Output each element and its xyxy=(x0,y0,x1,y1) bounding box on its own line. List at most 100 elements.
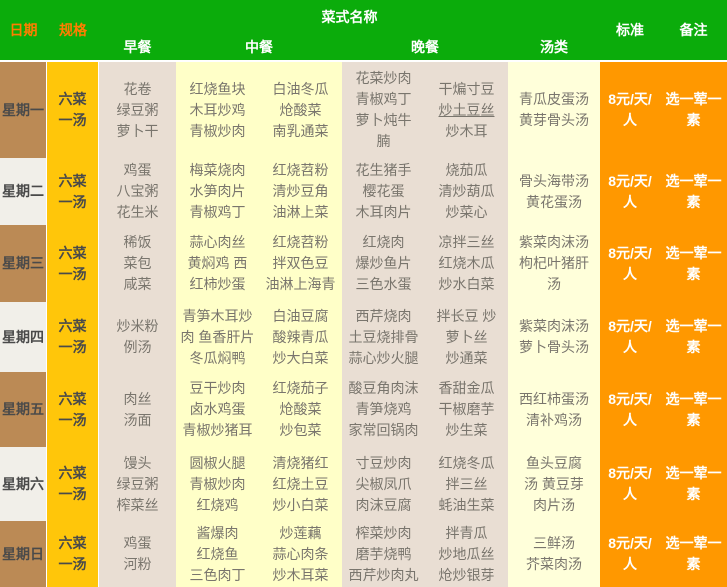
lunch-cell-2-line: 油淋上菜 xyxy=(272,204,329,220)
standard-cell: 8元/天/人 xyxy=(600,225,660,302)
spec-cell: 六菜 一汤 xyxy=(47,447,99,521)
dinner-cell-1-line: 萝卜炖牛 xyxy=(355,112,412,128)
dinner-cell-2-line: 凉拌三丝 xyxy=(438,234,495,250)
soup-cell-line: 紫菜肉沫汤 xyxy=(519,234,589,250)
lunch-cell-2: 红烧苕粉拌双色豆油淋上海青 xyxy=(259,225,342,302)
spec-cell-line: 一汤 xyxy=(58,112,87,128)
lunch-cell-1: 红烧鱼块 木耳炒鸡 青椒炒肉 xyxy=(176,62,259,158)
dinner-cell-1-line: 土豆烧排骨 xyxy=(348,328,419,345)
dinner-cell-2-line: 拌三丝 xyxy=(445,475,488,492)
breakfast-cell-line: 八宝粥 xyxy=(116,183,159,199)
dinner-cell-1: 红烧肉 爆炒鱼片 三色水蛋 xyxy=(342,225,425,302)
lunch-cell-1-line: 三色肉丁 xyxy=(189,566,246,583)
dinner-cell-1-line: 西芹炒肉丸 xyxy=(348,566,419,583)
lunch-cell-1-line: 黄焖鸡 西 xyxy=(187,255,248,271)
lunch-cell-2: 红烧苕粉清炒豆角油淋上菜 xyxy=(259,158,342,225)
dinner-cell-2-line: 拌青瓜 xyxy=(445,524,488,541)
soup-cell-line: 骨头海带汤 xyxy=(519,172,589,189)
dinner-cell-2: 香甜金瓜 干椒磨芋 炒生菜 xyxy=(425,372,508,447)
breakfast-cell-line: 鸡蛋 xyxy=(123,162,152,178)
day-cell-line: 星期日 xyxy=(2,545,44,562)
dinner-cell-2-line: 清炒葫瓜 xyxy=(438,183,495,199)
header-soup: 汤类 xyxy=(540,39,568,55)
lunch-cell-1-line: 蒜心肉丝 xyxy=(189,234,246,250)
header-spec: 规格 xyxy=(59,22,87,38)
lunch-cell-1-line: 木耳炒鸡 xyxy=(189,101,246,118)
standard-cell: 8元/天/人 xyxy=(600,372,660,447)
lunch-cell-2: 白油豆腐 酸辣青瓜 炒大白菜 xyxy=(259,302,342,372)
lunch-cell-2-line: 红烧苕粉 xyxy=(272,234,329,250)
lunch-cell-1: 梅菜烧肉 水笋肉片 青椒鸡丁 xyxy=(176,158,259,225)
lunch-cell-2-line: 红烧苕粉 xyxy=(272,162,329,178)
spec-cell: 六菜 一汤 xyxy=(47,225,99,302)
lunch-cell-1-line: 红烧鸡 xyxy=(196,496,239,513)
table-body: 星期一 六菜 一汤 花卷 绿豆粥 萝卜干 红烧鱼块 木耳炒鸡 青椒炒肉 白油冬瓜 炝酸菜 南乳通菜 花菜… xyxy=(0,62,727,587)
lunch-cell-2-line: 拌双色豆 xyxy=(272,255,329,271)
spec-cell-line: 一汤 xyxy=(58,411,87,428)
dinner-cell-1: 花菜炒肉 青椒鸡丁 萝卜炖牛腩 xyxy=(342,62,425,158)
standard-cell: 8元/天/人 xyxy=(600,62,660,158)
spec-cell-line: 六菜 xyxy=(58,172,87,189)
lunch-cell-2-line: 炝酸菜 xyxy=(279,101,322,118)
lunch-cell-2: 白油冬瓜 炝酸菜 南乳通菜 xyxy=(259,62,342,158)
dinner-cell-1: 花生猪手 樱花蛋 木耳肉片 xyxy=(342,158,425,225)
lunch-cell-2-line: 清炒豆角 xyxy=(272,183,329,199)
soup-cell: 青瓜皮蛋汤 黄芽骨头汤 xyxy=(508,62,600,158)
soup-cell-line: 萝卜骨头汤 xyxy=(519,339,589,355)
dinner-cell-1-line: 肉沫豆腐 xyxy=(355,496,412,513)
day-cell: 星期三 xyxy=(0,225,47,302)
breakfast-cell-line: 稀饭 xyxy=(123,234,152,250)
lunch-cell-1-line: 冬瓜焖鸭 xyxy=(189,349,246,366)
soup-cell-line: 肉片汤 xyxy=(533,496,575,513)
dinner-cell-2-line: 干椒磨芋 xyxy=(438,401,495,417)
spec-cell: 六菜 一汤 xyxy=(47,372,99,447)
breakfast-cell-line: 榨菜丝 xyxy=(116,496,159,513)
header-dishes-title: 菜式名称 xyxy=(321,9,378,25)
lunch-cell-1: 圆椒火腿 青椒炒肉 红烧鸡 xyxy=(176,447,259,521)
soup-cell: 西红柿蛋汤 清补鸡汤 xyxy=(508,372,600,447)
dinner-cell-1-line: 青椒鸡丁 xyxy=(355,91,412,107)
dinner-cell-1-line: 樱花蛋 xyxy=(362,183,405,199)
dinner-cell-1-line: 花菜炒肉 xyxy=(355,70,412,86)
dinner-cell-2-line: 炒水白菜 xyxy=(438,276,495,292)
soup-cell-line: 黄花蛋汤 xyxy=(526,193,582,210)
lunch-cell-2-line: 炒包菜 xyxy=(279,422,322,438)
lunch-cell-2-line: 油淋上海青 xyxy=(265,276,336,292)
soup-cell-line: 枸杞叶猪肝 xyxy=(519,255,589,271)
lunch-cell-2-line: 清烧猪红 xyxy=(272,454,329,471)
menu-row: 星期三 六菜 一汤 稀饭 菜包 咸菜 蒜心肉丝 黄焖鸡 西红柿炒蛋 红烧苕粉 拌双色豆 油淋上海青红… xyxy=(0,225,727,302)
menu-row: 星期二 六菜 一汤 鸡蛋 八宝粥 花生米 梅菜烧肉 水笋肉片 青椒鸡丁 红烧苕粉 清炒豆角 油淋上菜花… xyxy=(0,158,727,225)
dinner-cell-2: 干煸寸豆 炒土豆丝 炒木耳 xyxy=(425,62,508,158)
lunch-cell-2-line: 红烧土豆 xyxy=(272,475,329,492)
remark-cell: 选一荤一素 xyxy=(660,158,727,225)
standard-cell: 8元/天/人 xyxy=(600,302,660,372)
table-header: 日期 规格 菜式名称 早餐 中餐 晚餐 汤类 标准 备注 xyxy=(0,0,727,62)
dinner-cell-1: 酸豆角肉沫 青笋烧鸡 家常回锅肉 xyxy=(342,372,425,447)
lunch-cell-2-line: 蒜心肉条 xyxy=(272,545,329,562)
dinner-cell-1-line: 花生猪手 xyxy=(355,162,412,178)
menu-row: 星期六 六菜 一汤 馒头 绿豆粥 榨菜丝 圆椒火腿 青椒炒肉 红烧鸡 清烧猪红 红烧土豆 炒小白菜 寸豆… xyxy=(0,447,727,521)
lunch-cell-1-line: 酱爆肉 xyxy=(196,524,239,541)
remark-cell: 选一荤一素 xyxy=(660,447,727,521)
lunch-cell-1-line: 红柿炒蛋 xyxy=(189,276,246,292)
dinner-cell-2-line: 拌长豆 炒 xyxy=(436,307,497,324)
dinner-cell-2-line: 炒木耳 xyxy=(445,122,488,139)
dinner-cell-2: 凉拌三丝 红烧木瓜 炒水白菜 xyxy=(425,225,508,302)
soup-cell-line: 紫菜肉沫汤 xyxy=(519,318,589,334)
lunch-cell-1: 豆干炒肉 卤水鸡蛋 青椒炒猪耳 xyxy=(176,372,259,447)
dinner-cell-1-line: 西芹烧肉 xyxy=(355,307,412,324)
lunch-cell-1-line: 青椒鸡丁 xyxy=(189,204,246,220)
breakfast-cell-line: 馒头 xyxy=(123,454,152,471)
dinner-cell-1-line: 青笋烧鸡 xyxy=(355,401,412,417)
lunch-cell-2-line: 红烧茄子 xyxy=(272,380,329,396)
dinner-cell-1-line: 爆炒鱼片 xyxy=(355,255,412,271)
breakfast-cell: 馒头 绿豆粥 榨菜丝 xyxy=(99,447,176,521)
remark-cell: 选一荤一素 xyxy=(660,225,727,302)
header-dishes-group: 菜式名称 早餐 中餐 晚餐 汤类 xyxy=(99,0,600,60)
lunch-cell-2: 红烧茄子 炝酸菜 炒包菜 xyxy=(259,372,342,447)
dinner-cell-1-line: 酸豆角肉沫 xyxy=(348,380,419,396)
breakfast-cell: 鸡蛋 河粉 xyxy=(99,521,176,587)
soup-cell-line: 清补鸡汤 xyxy=(526,411,582,428)
dinner-cell-2: 红烧冬瓜 拌三丝 蚝油生菜 xyxy=(425,447,508,521)
